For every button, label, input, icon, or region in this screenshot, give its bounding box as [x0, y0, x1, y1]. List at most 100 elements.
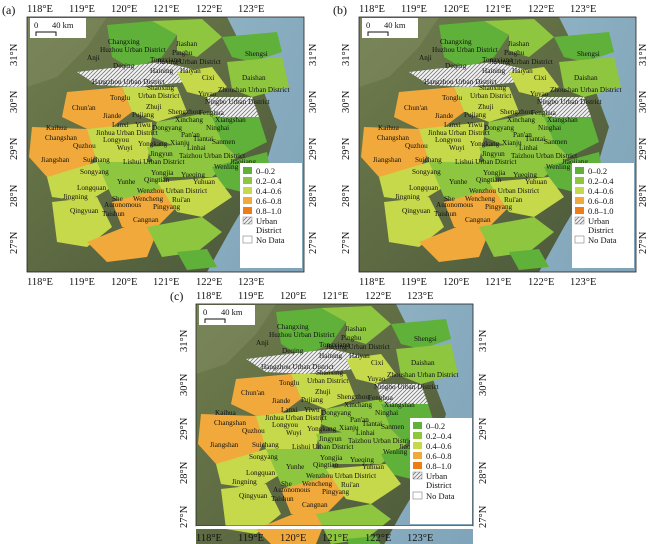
region-label: Linhai: [187, 144, 206, 152]
tick-label: 31°N: [9, 43, 20, 66]
tick-label: 30°N: [9, 90, 20, 113]
scale-bar: 0 40 km: [30, 18, 86, 38]
scalebar-zero: 0: [366, 20, 370, 30]
tick-label: 118°E: [27, 277, 53, 288]
tick-label: 28°N: [179, 461, 190, 484]
top-axis: 118°E 119°E 120°E 121°E 122°E 123°E: [27, 4, 264, 15]
map-panel-c: (c) 118°E 119°E 120°E 121°E 122°E 123°E …: [170, 289, 489, 544]
region-label: Changxing: [440, 38, 472, 46]
region-labels: Changxing Jiashan Huzhou Urban District …: [373, 38, 621, 224]
tick-label: 31°N: [341, 43, 352, 66]
region-label: Sanmen: [381, 423, 405, 431]
tick-label: 119°E: [69, 277, 95, 288]
legend-label: 0.6–0.8: [256, 196, 282, 206]
tick-label: 120°E: [443, 277, 469, 288]
region-label: Taizhou Urban District: [348, 437, 414, 445]
legend: 0–0.2 0.2–0.4 0.4–0.6 0.6–0.8 0.8–1.0 Ur…: [240, 163, 302, 268]
region-label: Haining: [150, 67, 174, 75]
region-label: Urban District: [470, 92, 511, 100]
region-label: Qingyuan: [239, 492, 268, 500]
region-label: Urban District: [307, 377, 348, 385]
region-label: Cixi: [202, 74, 214, 82]
region-label: Jiashan: [176, 40, 198, 48]
tick-label: 118°E: [196, 291, 222, 302]
region-label: Dongyang: [321, 409, 351, 417]
panel-label: (a): [2, 3, 15, 17]
region-label: Xinchang: [507, 116, 535, 124]
tick-label: 118°E: [196, 533, 222, 544]
region-label: Sanmen: [544, 138, 568, 146]
tick-label: 29°N: [179, 417, 190, 440]
legend-label: 0.2–0.4: [256, 176, 282, 186]
region-label: Tiantai: [362, 420, 382, 428]
tick-label: 28°N: [638, 184, 649, 207]
region-label: Anji: [87, 54, 100, 62]
scalebar-distance: 40 km: [384, 20, 406, 30]
tick-label: 120°E: [443, 4, 469, 15]
region-label: Longquan: [77, 184, 107, 192]
region-label: Wenzhou Urban District: [306, 472, 376, 480]
region-label: Changshan: [214, 419, 246, 427]
tick-label: 119°E: [401, 4, 427, 15]
region-label: Yueqing: [350, 456, 374, 464]
tick-label: 123°E: [238, 277, 264, 288]
region-label: She: [112, 195, 123, 203]
legend-label: 0.6–0.8: [588, 196, 614, 206]
region-label: She: [444, 195, 455, 203]
tick-label: 27°N: [341, 231, 352, 254]
tick-label: 121°E: [485, 4, 511, 15]
legend-label: No Data: [256, 235, 285, 245]
region-label: Shaoxing: [147, 84, 175, 92]
region-label: Cangnan: [133, 216, 159, 224]
region-label: Taishun: [271, 495, 294, 503]
region-label: Shengzhou: [168, 108, 200, 116]
region-label: Deqing: [113, 62, 135, 70]
region-label: Wuyi: [286, 429, 302, 437]
tick-label: 122°E: [196, 4, 222, 15]
region-label: Cangnan: [302, 501, 328, 509]
region-label: Fenghua: [368, 394, 394, 402]
region-label: Yuyao: [530, 90, 549, 98]
region-label: Kaihua: [215, 409, 237, 417]
tick-label: 122°E: [528, 4, 554, 15]
legend-label: District: [588, 225, 614, 235]
region-label: Yunhe: [286, 463, 304, 471]
tick-label: 29°N: [638, 137, 649, 160]
region-label: Jingyun: [150, 150, 173, 158]
region-label: Chun'an: [72, 104, 96, 112]
legend-label: No Data: [588, 235, 617, 245]
legend-label: 0.2–0.4: [426, 431, 452, 441]
region-label: Haining: [319, 352, 343, 360]
tick-label: 30°N: [179, 373, 190, 396]
region-label: Yiwu: [135, 121, 151, 129]
region-label: Pingyang: [153, 203, 181, 211]
left-axis: 31°N 30°N 29°N 28°N 27°N: [341, 43, 352, 254]
region-label: Haiyan: [180, 67, 201, 75]
right-axis: 31°N 30°N 29°N 28°N 27°N: [308, 43, 319, 254]
region-label: Pinghu: [504, 49, 525, 57]
legend-label: 0.2–0.4: [588, 176, 614, 186]
region-label: Quzhou: [242, 427, 265, 435]
region-label: Cangnan: [465, 216, 491, 224]
tick-label: 29°N: [9, 137, 20, 160]
region-label: Jingning: [232, 478, 257, 486]
tick-label: 123°E: [238, 4, 264, 15]
region-label: Taishun: [102, 210, 125, 218]
tick-label: 31°N: [308, 43, 319, 66]
region-label: Jinhua Urban District: [96, 129, 158, 137]
region-label: Yongkang: [470, 140, 500, 148]
region-label: Hangzhou Urban District: [261, 363, 334, 371]
tick-label: 122°E: [365, 533, 391, 544]
tick-label: 121°E: [485, 277, 511, 288]
region-label: Pan'an: [350, 416, 369, 424]
legend-label: 0.8–1.0: [426, 461, 452, 471]
left-axis: 31°N 30°N 29°N 28°N 27°N: [179, 329, 190, 528]
region-label: Longyou: [272, 421, 298, 429]
region-label: Jingyun: [319, 435, 342, 443]
region-label: Lanxi: [112, 121, 129, 129]
region-label: Hangzhou Urban District: [92, 78, 165, 86]
region-label: Songyang: [80, 168, 109, 176]
region-label: Daishan: [574, 74, 598, 82]
legend-label: 0.6–0.8: [426, 451, 452, 461]
region-label: Wuyi: [449, 144, 465, 152]
